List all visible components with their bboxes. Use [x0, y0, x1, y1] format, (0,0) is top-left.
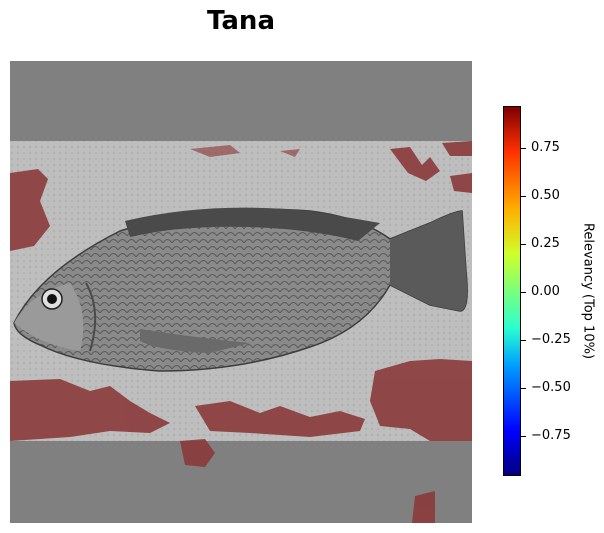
colorbar-tick-label: 0.00 — [531, 284, 560, 299]
colorbar-tick — [521, 436, 526, 437]
colorbar — [503, 106, 521, 476]
colorbar-label: Relevancy (Top 10%) — [580, 222, 596, 360]
colorbar-tick-label: −0.25 — [531, 332, 571, 347]
relevancy-overlay — [10, 141, 472, 523]
fish — [13, 207, 468, 372]
colorbar-tick-label: −0.75 — [531, 428, 571, 443]
colorbar-tick — [521, 292, 526, 293]
colorbar-tick — [521, 148, 526, 149]
colorbar-tick-label: 0.75 — [531, 140, 560, 155]
fish-relevancy-image — [10, 61, 472, 523]
colorbar-tick — [521, 388, 526, 389]
figure-title: Tana — [207, 6, 275, 36]
colorbar-tick-label: −0.50 — [531, 380, 571, 395]
colorbar-tick — [521, 196, 526, 197]
colorbar-tick — [521, 340, 526, 341]
colorbar-tick — [521, 244, 526, 245]
colorbar-tick-label: 0.50 — [531, 188, 560, 203]
colorbar-tick-label: 0.25 — [531, 236, 560, 251]
